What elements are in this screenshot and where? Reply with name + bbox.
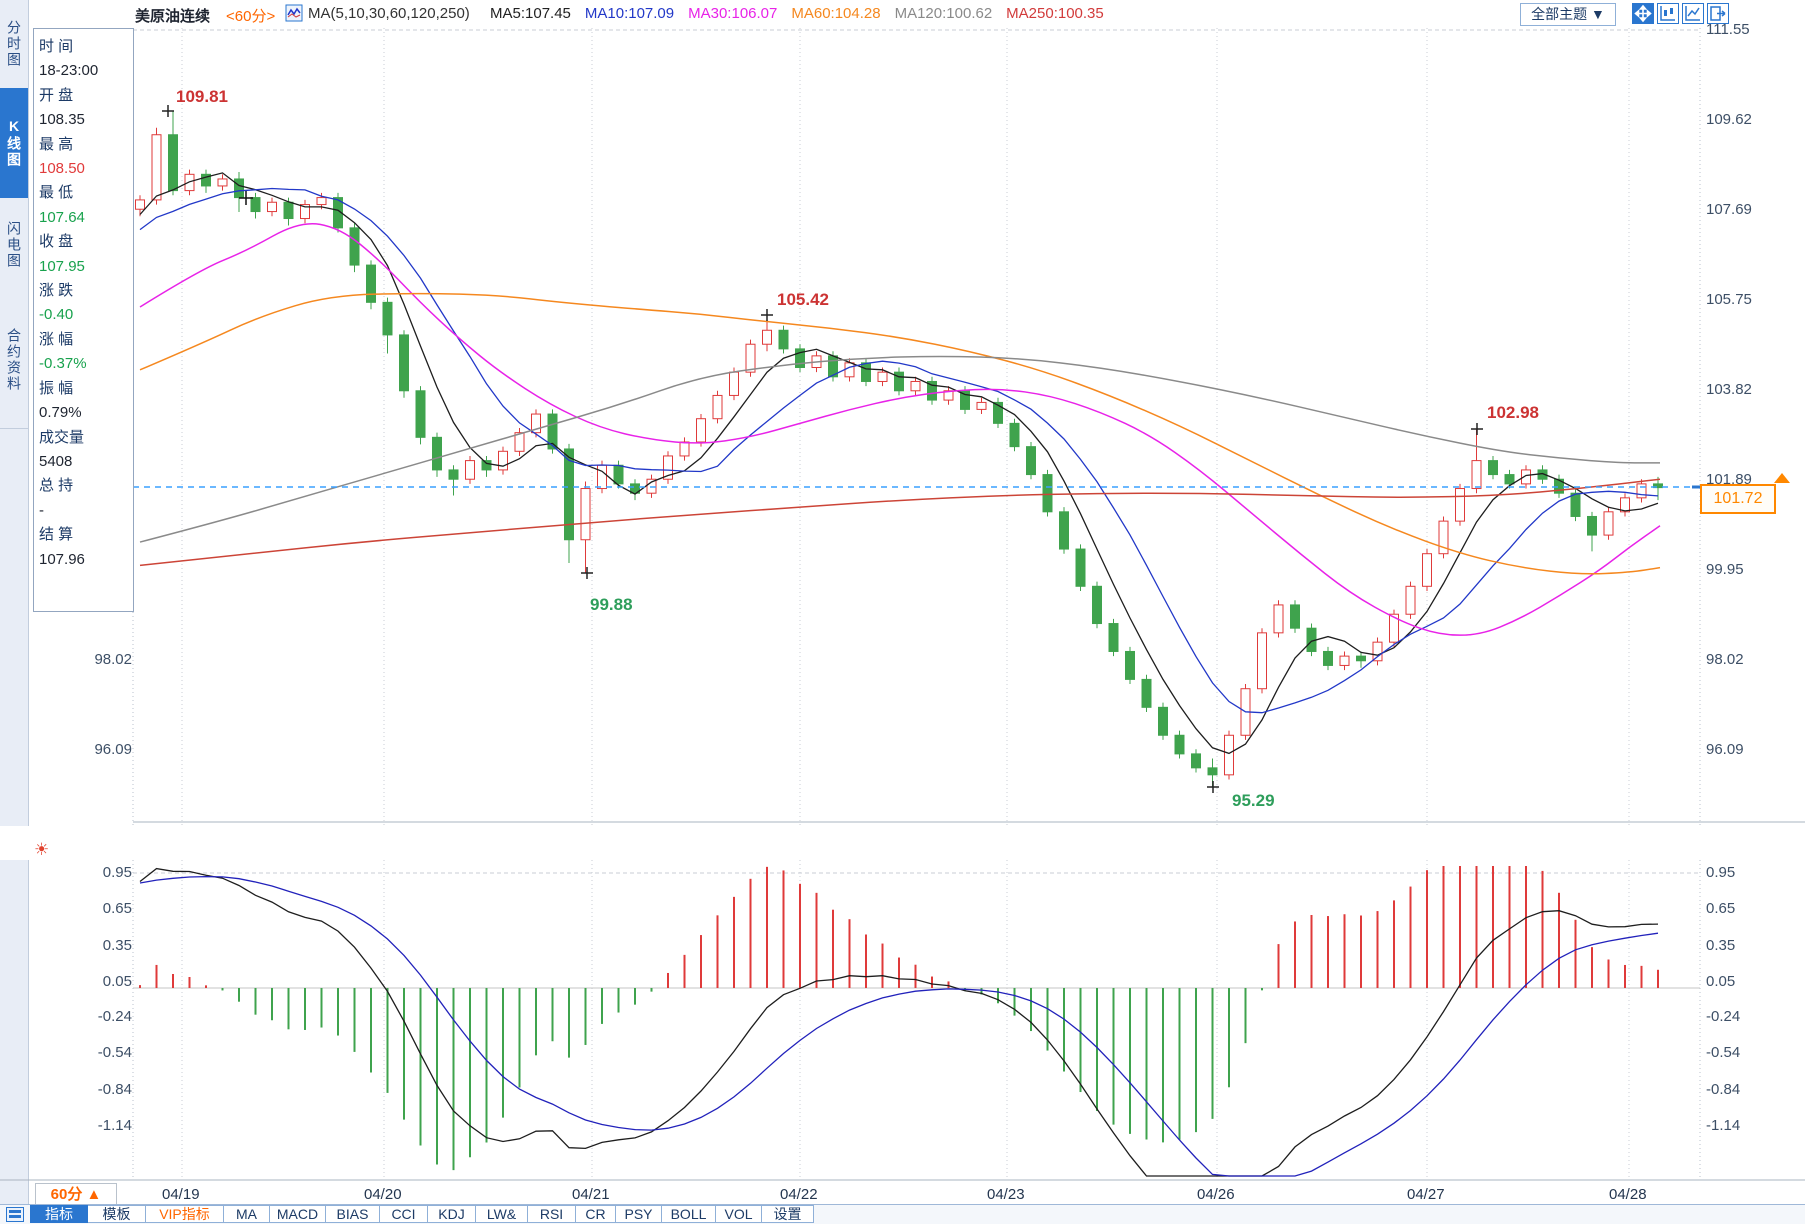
ma-value-5: MA250:100.35 bbox=[1006, 5, 1104, 22]
macd-indicator-header: MACD(26,12,9) DIFF:0.80 DEA:0.88 MACD:-0… bbox=[0, 826, 1805, 860]
sidebar-tab-2[interactable]: K线图 bbox=[0, 88, 28, 199]
info-value: -0.37% bbox=[39, 355, 87, 373]
toolbar-item-KDJ[interactable]: KDJ bbox=[428, 1205, 476, 1223]
price-annotation-109.81: 109.81 bbox=[176, 87, 228, 106]
symbol-name: 美原油连续 bbox=[135, 8, 211, 25]
info-label: 振 幅 bbox=[39, 379, 74, 397]
ma-value-4: MA120:100.62 bbox=[894, 5, 993, 22]
info-label: 结 算 bbox=[39, 526, 74, 544]
ma-values-row: MA5:107.45 MA10:107.09 MA30:106.07 MA60:104… bbox=[490, 5, 1118, 23]
toolbar-item-BIAS[interactable]: BIAS bbox=[326, 1205, 380, 1223]
line-scale-icon[interactable] bbox=[1682, 3, 1704, 24]
info-label: 开 盘 bbox=[39, 86, 74, 104]
current-price-tag: 101.72 bbox=[1700, 484, 1776, 514]
sidebar-tab-1[interactable]: 分时图 bbox=[0, 0, 28, 89]
toolbar-item-MACD[interactable]: MACD bbox=[270, 1205, 326, 1223]
grid-layout-icon[interactable] bbox=[6, 1207, 24, 1222]
price-annotation-102.98: 102.98 bbox=[1487, 403, 1539, 422]
ma-value-2: MA30:106.07 bbox=[688, 5, 778, 22]
move-icon[interactable] bbox=[1632, 3, 1654, 24]
indicator-chart-icon bbox=[285, 4, 303, 26]
info-label: 最 低 bbox=[39, 184, 74, 202]
price-up-arrow-icon bbox=[1774, 473, 1790, 483]
period-selector-button[interactable]: 60分 ▲ bbox=[35, 1183, 117, 1206]
info-label: 收 盘 bbox=[39, 233, 74, 251]
ma-value-1: MA10:107.09 bbox=[584, 5, 675, 22]
toolbar-item-RSI[interactable]: RSI bbox=[528, 1205, 576, 1223]
candle-scale-icon[interactable] bbox=[1657, 3, 1679, 24]
toolbar-item-VIP指标[interactable]: VIP指标 bbox=[146, 1205, 224, 1223]
price-annotation-95.29: 95.29 bbox=[1232, 791, 1275, 810]
info-label: 总 持 bbox=[39, 477, 74, 495]
toolbar-item-LW&[interactable]: LW& bbox=[476, 1205, 528, 1223]
toolbar-item-CR[interactable]: CR bbox=[576, 1205, 616, 1223]
info-value: 0.79% bbox=[39, 404, 82, 422]
info-value: - bbox=[39, 501, 44, 519]
left-tab-strip: 分时图 K线图 闪电图 合约资料 bbox=[0, 0, 29, 1224]
info-value: 108.35 bbox=[39, 111, 85, 129]
ma-params-label: MA(5,10,30,60,120,250) bbox=[308, 5, 470, 22]
info-label: 涨 跌 bbox=[39, 282, 74, 300]
toolbar-item-BOLL[interactable]: BOLL bbox=[662, 1205, 716, 1223]
toolbar-item-CCI[interactable]: CCI bbox=[380, 1205, 428, 1223]
ma-value-3: MA60:104.28 bbox=[791, 5, 881, 22]
toolbar-item-MA[interactable]: MA bbox=[224, 1205, 270, 1223]
ma-value-0: MA5:107.45 bbox=[490, 5, 571, 22]
info-value: 5408 bbox=[39, 452, 73, 470]
price-annotation-99.88: 99.88 bbox=[590, 595, 633, 614]
toolbar-item-设置[interactable]: 设置 bbox=[762, 1205, 814, 1223]
info-value: 108.50 bbox=[39, 160, 85, 178]
info-value: 107.95 bbox=[39, 257, 85, 275]
toolbar-item-模板[interactable]: 模板 bbox=[88, 1205, 146, 1223]
toolbar-item-指标[interactable]: 指标 bbox=[30, 1205, 88, 1223]
theme-dropdown[interactable]: 全部主题 ▼ bbox=[1520, 3, 1616, 26]
chart-header: 美原油连续 <60分> MA(5,10,30,60,120,250) MA5:1… bbox=[30, 0, 1805, 27]
info-label: 时 间 bbox=[39, 38, 74, 55]
info-label: 成交量 bbox=[39, 428, 85, 446]
quote-info-panel: 时 间 18-23:00 开 盘 108.35 最 高 108.50 最 低 107.64 收 … bbox=[33, 28, 134, 612]
toolbar-item-PSY[interactable]: PSY bbox=[616, 1205, 662, 1223]
export-icon[interactable] bbox=[1707, 3, 1729, 24]
toolbar-item-VOL[interactable]: VOL bbox=[716, 1205, 762, 1223]
info-value: 107.96 bbox=[39, 550, 85, 568]
period-label: <60分> bbox=[226, 8, 276, 25]
info-label: 涨 幅 bbox=[39, 330, 74, 348]
info-value: 107.64 bbox=[39, 208, 85, 226]
info-value: 18-23:00 bbox=[39, 62, 99, 80]
info-value: -0.40 bbox=[39, 306, 74, 324]
price-annotation-105.42: 105.42 bbox=[777, 290, 829, 309]
indicator-toolbar: 指标 模板 VIP指标 MA MACD BIAS CCI KDJ LW& RSI CR PSY BOLL… bbox=[0, 1204, 1805, 1224]
sidebar-tab-4[interactable]: 合约资料 bbox=[0, 292, 28, 429]
indicator-settings-sun-icon[interactable]: ☀ bbox=[34, 840, 50, 859]
info-label: 最 高 bbox=[39, 135, 74, 153]
